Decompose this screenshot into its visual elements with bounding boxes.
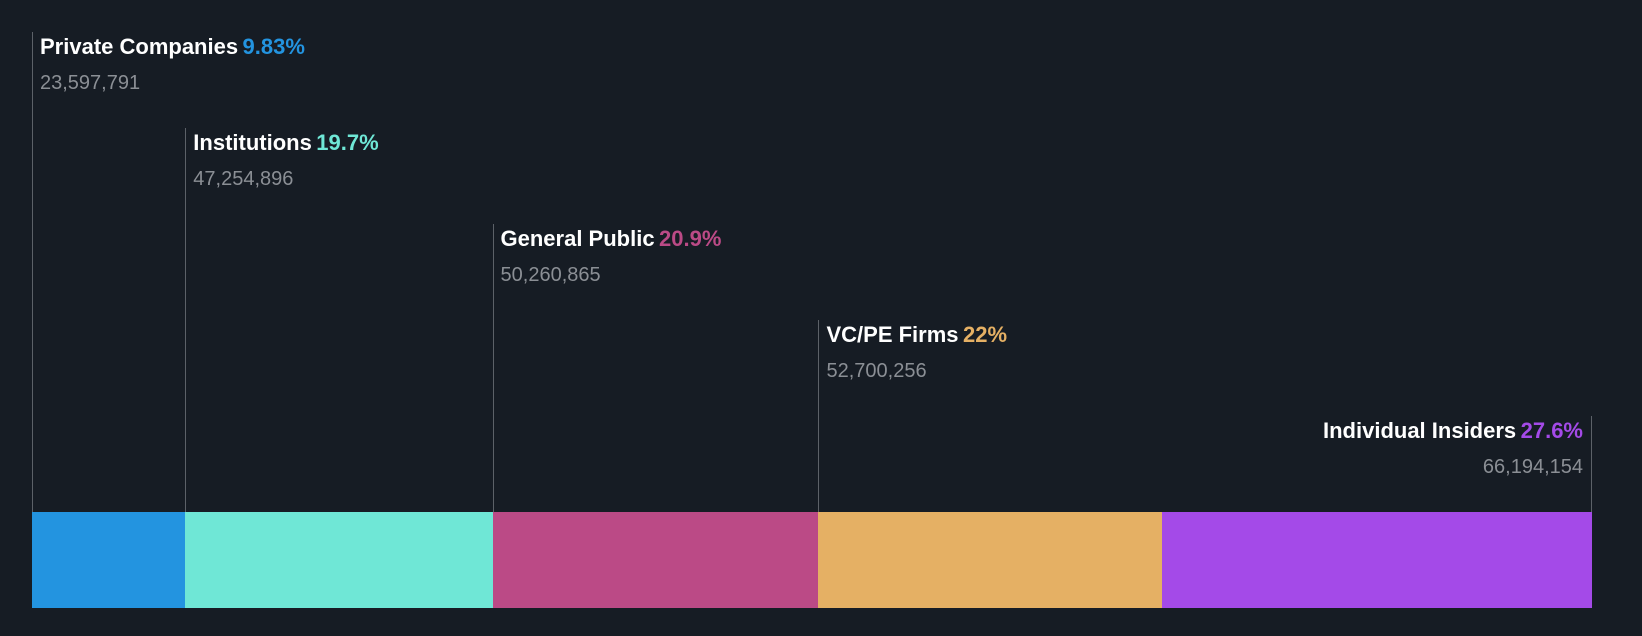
bar-segment-individual-insiders [1161,512,1592,608]
shares-value: 50,260,865 [500,264,601,286]
category-name: Institutions [193,130,312,155]
category-name: General Public [500,226,655,251]
percent-label: 20.9% [659,226,722,251]
shares-value: 23,597,791 [40,72,141,94]
leader-line [32,32,33,512]
leader-line [185,128,187,512]
leader-line [1591,416,1592,512]
shares-value: 52,700,256 [826,360,927,382]
shares-value: 47,254,896 [193,168,294,190]
category-name: Individual Insiders [1323,418,1517,443]
percent-label: 19.7% [316,130,379,155]
percent-label: 27.6% [1520,418,1583,443]
category-name: VC/PE Firms [826,322,959,347]
segment-label: VC/PE Firms 22% 52,700,256 [826,322,1007,383]
bar-segment-private-companies [32,512,186,608]
segment-label: Individual Insiders 27.6% 66,194,154 [1323,418,1583,479]
leader-line [818,320,820,512]
bar-segment-vc-pe-firms [818,512,1162,608]
segment-label: Private Companies 9.83% 23,597,791 [40,34,305,95]
leader-line [492,224,494,512]
category-name: Private Companies [40,34,239,59]
segment-label: Institutions 19.7% 47,254,896 [193,130,378,191]
percent-label: 9.83% [242,34,305,59]
shares-value: 66,194,154 [1482,456,1583,478]
bar-segment-institutions [185,512,493,608]
percent-label: 22% [962,322,1008,347]
segment-label: General Public 20.9% 50,260,865 [501,226,722,287]
bar-segment-general-public [492,512,819,608]
